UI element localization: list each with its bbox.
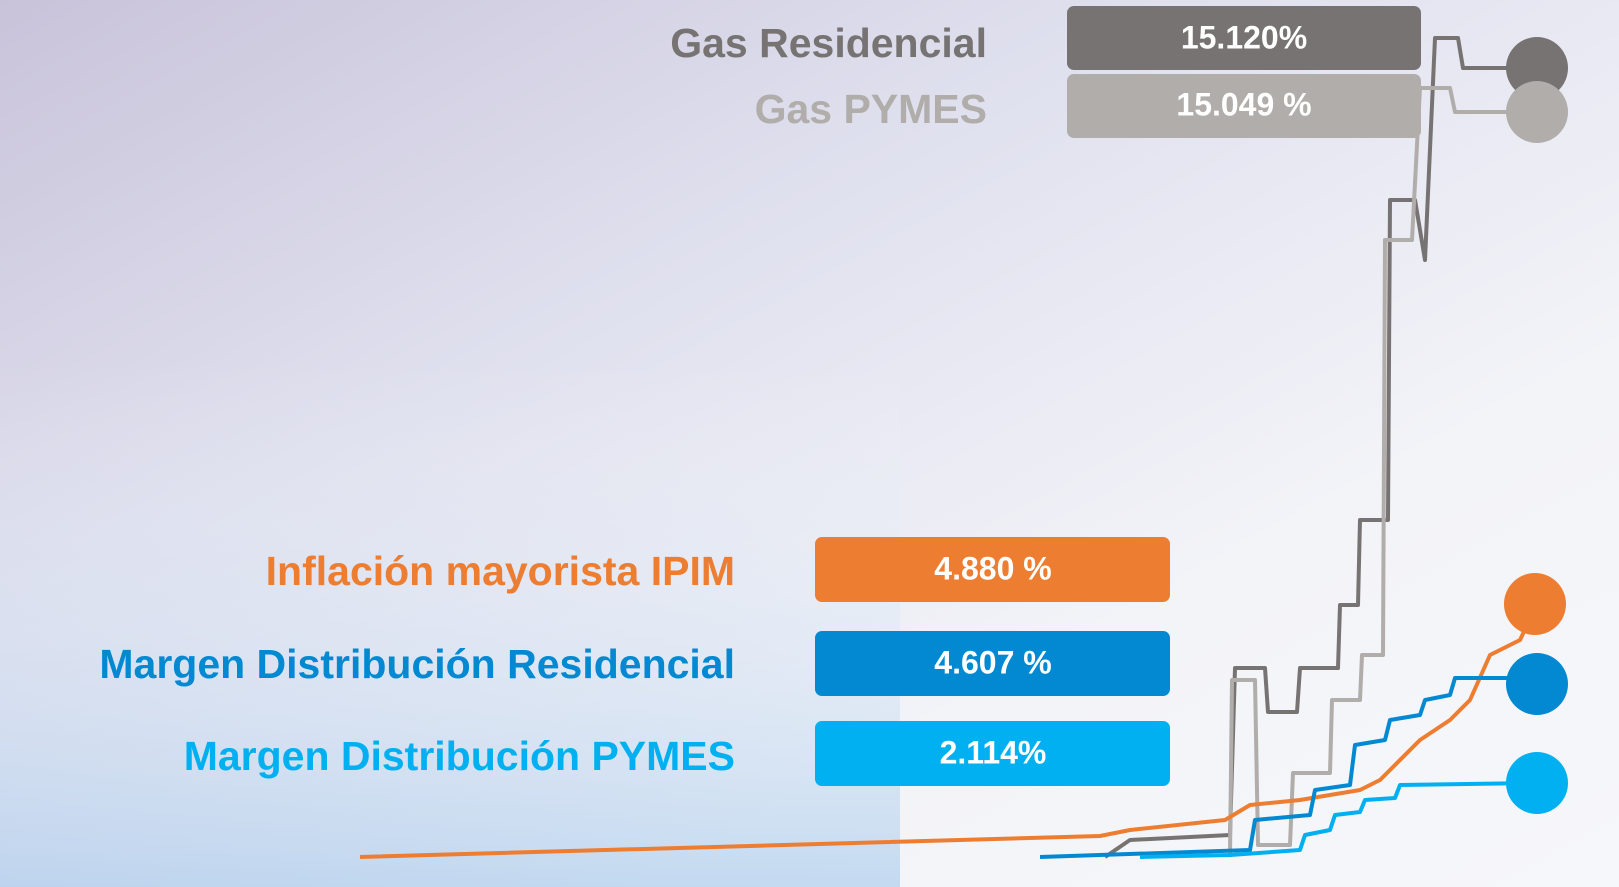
value-box [1067,6,1421,70]
trend-line [1103,36,1537,859]
background-glow [0,0,900,887]
value-label: 4.880 % [934,550,1051,586]
series-label: Margen Distribución Residencial [99,641,735,687]
value-label: 15.049 % [1176,86,1311,122]
trend-line [359,603,1539,859]
value-box [815,721,1170,786]
series-label: Margen Distribución PYMES [184,733,735,779]
series-label: Inflación mayorista IPIM [266,548,735,594]
end-dot [1504,573,1566,635]
series-label: Gas PYMES [755,86,987,132]
trend-line [1039,676,1537,859]
end-dot [1506,752,1568,814]
series-label: Gas Residencial [670,20,987,66]
value-label: 4.607 % [934,644,1051,680]
end-dot [1506,81,1568,143]
end-dot [1506,37,1568,99]
value-label: 15.120% [1181,19,1307,55]
trend-line [1228,86,1537,858]
end-dot [1506,653,1568,715]
value-box [1067,74,1421,138]
value-box [815,631,1170,696]
value-box [815,537,1170,602]
value-label: 2.114% [940,734,1047,770]
trend-line [1139,781,1538,859]
